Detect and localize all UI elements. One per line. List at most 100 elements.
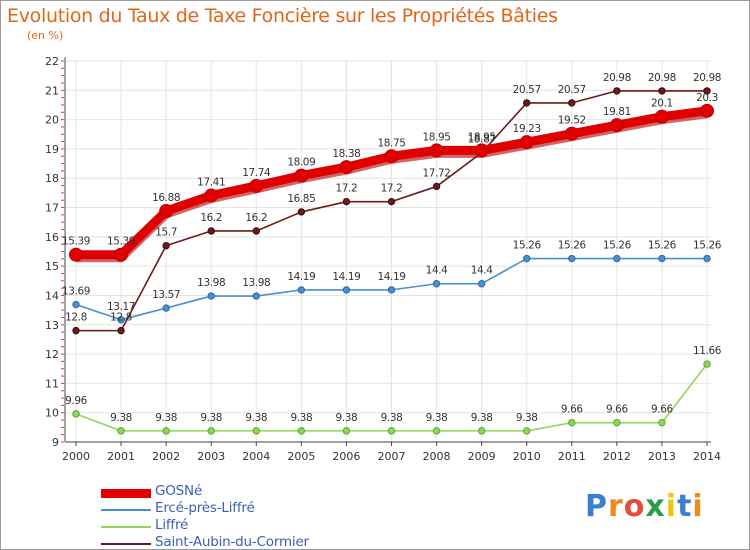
series-3-point bbox=[207, 227, 215, 235]
data-label: 20.57 bbox=[558, 84, 586, 96]
x-tick-label: 2013 bbox=[648, 450, 676, 463]
x-tick-label: 2005 bbox=[287, 450, 315, 463]
y-tick-label: 11 bbox=[45, 377, 59, 390]
series-2-point bbox=[658, 418, 666, 427]
series-2-point bbox=[207, 427, 215, 435]
series-3-point bbox=[387, 197, 396, 206]
y-tick-label: 21 bbox=[45, 84, 59, 97]
x-tick-label: 2012 bbox=[603, 450, 631, 463]
series-1-point bbox=[207, 292, 215, 300]
data-label: 9.38 bbox=[200, 412, 222, 424]
series-1-point bbox=[72, 300, 80, 309]
series-2-point bbox=[477, 427, 486, 435]
data-label: 19.23 bbox=[513, 123, 541, 135]
data-label: 16.88 bbox=[152, 192, 180, 204]
data-label: 17.74 bbox=[242, 167, 271, 179]
data-label: 9.38 bbox=[290, 412, 312, 424]
data-label: 15.7 bbox=[155, 227, 177, 239]
data-label: 18.09 bbox=[287, 157, 315, 169]
data-label: 9.38 bbox=[336, 412, 358, 424]
data-label: 14.4 bbox=[426, 265, 448, 277]
series-2-point bbox=[432, 427, 441, 435]
y-tick-label: 10 bbox=[45, 407, 59, 420]
x-tick-label: 2009 bbox=[468, 450, 496, 463]
data-label: 9.38 bbox=[110, 412, 132, 424]
data-label: 15.39 bbox=[62, 236, 90, 248]
legend-swatch bbox=[101, 509, 151, 511]
y-tick-label: 19 bbox=[45, 143, 59, 156]
series-2-point bbox=[703, 360, 711, 368]
y-tick-label: 12 bbox=[45, 348, 59, 361]
legend-label: Saint-Aubin-du-Cormier bbox=[155, 534, 309, 550]
series-2-point bbox=[162, 427, 170, 435]
series-1-point bbox=[658, 254, 666, 263]
series-3-point bbox=[523, 99, 531, 107]
legend-label: Liffré bbox=[155, 517, 189, 533]
series-0-point bbox=[339, 160, 354, 175]
data-label: 17.2 bbox=[336, 183, 358, 195]
series-3-point bbox=[342, 197, 351, 206]
series-0-point bbox=[700, 103, 714, 118]
series-0-point bbox=[429, 143, 444, 158]
x-tick-label: 2014 bbox=[693, 450, 721, 463]
legend-swatch bbox=[101, 543, 151, 545]
x-tick-label: 2001 bbox=[107, 450, 135, 463]
series-3-point bbox=[568, 99, 576, 107]
data-label: 20.3 bbox=[696, 92, 718, 104]
series-3-point bbox=[297, 208, 306, 216]
data-label: 18.38 bbox=[332, 148, 360, 160]
x-tick-label: 2010 bbox=[513, 450, 541, 463]
series-1-point bbox=[703, 254, 711, 263]
data-label: 13.98 bbox=[242, 277, 270, 289]
data-label: 13.17 bbox=[107, 301, 135, 313]
data-label: 9.66 bbox=[606, 404, 628, 416]
data-label: 9.96 bbox=[65, 395, 87, 407]
series-2-point bbox=[342, 427, 351, 435]
data-label: 20.1 bbox=[651, 98, 673, 110]
legend-label: GOSNé bbox=[155, 483, 203, 499]
data-label: 14.4 bbox=[471, 265, 493, 277]
series-3-point bbox=[432, 182, 441, 191]
series-2-point bbox=[297, 427, 306, 435]
x-tick-label: 2002 bbox=[152, 450, 180, 463]
data-label: 12.8 bbox=[65, 312, 87, 324]
data-label: 16.2 bbox=[245, 212, 267, 224]
data-label: 15.26 bbox=[603, 240, 632, 252]
series-1-point bbox=[252, 292, 260, 300]
x-tick-label: 2000 bbox=[62, 450, 90, 463]
legend-label: Ercé-près-Liffré bbox=[155, 500, 255, 516]
series-1-point bbox=[613, 254, 621, 263]
series-3-point bbox=[72, 326, 80, 335]
legend-swatch bbox=[101, 526, 151, 528]
series-1-point bbox=[342, 286, 351, 294]
series-1-point bbox=[432, 280, 441, 288]
series-0-point bbox=[519, 135, 534, 150]
y-tick-label: 14 bbox=[45, 289, 59, 302]
x-tick-label: 2007 bbox=[378, 450, 406, 463]
data-label: 20.98 bbox=[603, 72, 631, 84]
series-0-point bbox=[474, 143, 489, 158]
data-label: 18.87 bbox=[468, 134, 496, 146]
data-label: 9.38 bbox=[426, 412, 448, 424]
series-1-point bbox=[387, 286, 396, 294]
y-tick-label: 13 bbox=[45, 319, 59, 332]
data-label: 14.19 bbox=[287, 271, 315, 283]
series-2-point bbox=[613, 418, 621, 427]
y-tick-label: 17 bbox=[45, 202, 59, 215]
series-0-point bbox=[609, 118, 624, 133]
data-label: 14.19 bbox=[377, 271, 405, 283]
data-label: 16.85 bbox=[287, 193, 315, 205]
data-label: 15.26 bbox=[558, 240, 587, 252]
data-label: 9.38 bbox=[381, 412, 403, 424]
series-0-point bbox=[294, 168, 309, 183]
y-tick-label: 9 bbox=[52, 436, 59, 449]
series-3-point bbox=[703, 87, 711, 95]
legend-swatch bbox=[101, 488, 151, 498]
data-label: 15.26 bbox=[648, 240, 677, 252]
series-3-point bbox=[252, 227, 260, 235]
data-label: 12.8 bbox=[110, 312, 132, 324]
series-2-point bbox=[568, 418, 576, 427]
x-tick-label: 2004 bbox=[242, 450, 270, 463]
data-label: 9.38 bbox=[516, 412, 538, 424]
